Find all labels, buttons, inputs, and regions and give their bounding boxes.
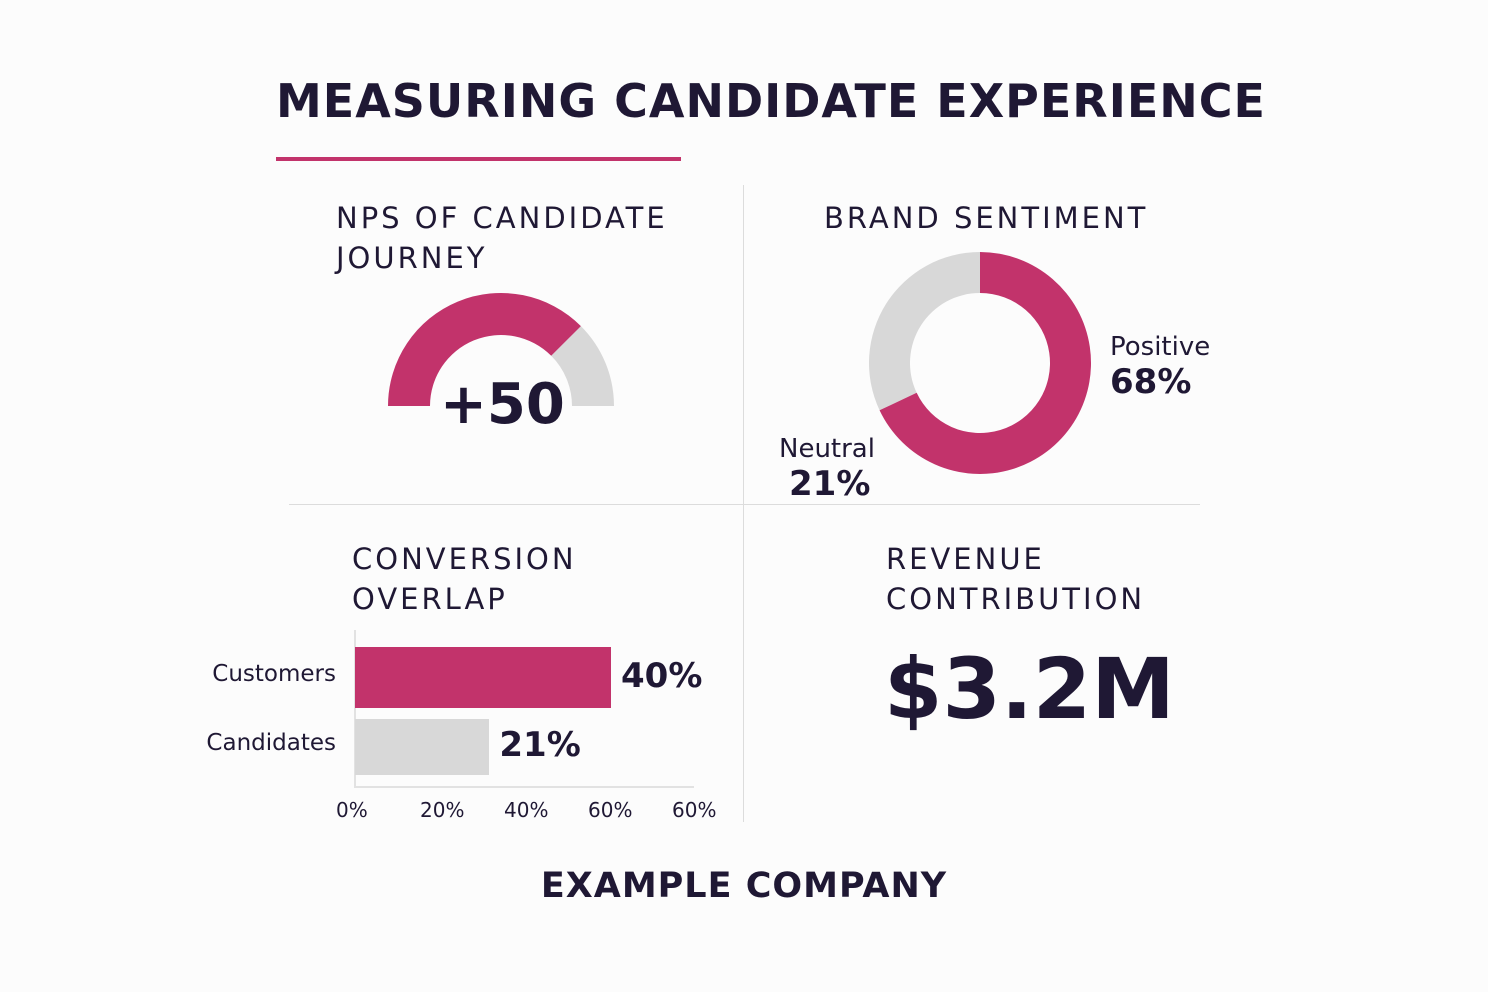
nps-title-line1: NPS OF CANDIDATE — [336, 201, 668, 235]
positive-label: Positive — [1110, 332, 1211, 362]
sentiment-donut — [869, 252, 1091, 474]
revenue-title-line2: CONTRIBUTION — [886, 582, 1146, 616]
nps-value: +50 — [440, 372, 565, 437]
revenue-value: $3.2M — [884, 640, 1175, 738]
donut-slice-positive — [879, 252, 1091, 474]
y-axis — [354, 630, 356, 788]
bar-value-label: 21% — [499, 725, 581, 765]
conversion-title-line1: CONVERSION — [352, 542, 577, 576]
page-title: MEASURING CANDIDATE EXPERIENCE — [276, 74, 1266, 128]
horizontal-divider — [289, 504, 1200, 505]
nps-title-line2: JOURNEY — [336, 241, 488, 275]
bar-customers — [355, 647, 611, 708]
x-tick-label: 20% — [420, 798, 465, 822]
revenue-title-line1: REVENUE — [886, 542, 1045, 576]
neutral-label: Neutral — [779, 434, 875, 464]
gauge-fill — [388, 293, 581, 406]
footer-company: EXAMPLE COMPANY — [540, 866, 948, 906]
positive-legend: Positive 68% — [1110, 332, 1210, 402]
gauge-track — [551, 326, 614, 406]
vertical-divider — [743, 185, 744, 822]
conversion-title: CONVERSION OVERLAP — [352, 539, 577, 619]
positive-value: 68% — [1110, 362, 1192, 402]
x-axis — [354, 786, 694, 788]
neutral-value: 21% — [789, 464, 871, 504]
conversion-title-line2: OVERLAP — [352, 582, 508, 616]
x-tick-label: 40% — [504, 798, 549, 822]
neutral-legend: Neutral 21% — [779, 434, 875, 504]
nps-gauge — [388, 293, 614, 406]
nps-title: NPS OF CANDIDATE JOURNEY — [336, 198, 668, 278]
x-tick-label: 60% — [588, 798, 633, 822]
title-underline — [276, 157, 681, 161]
revenue-title: REVENUE CONTRIBUTION — [886, 539, 1145, 619]
bar-value-label: 40% — [621, 655, 703, 696]
brand-sentiment-title: BRAND SENTIMENT — [824, 201, 1149, 235]
x-tick-label: 0% — [336, 798, 368, 822]
bar-category-label: Customers — [212, 660, 336, 687]
bar-candidates — [355, 719, 490, 775]
bar-category-label: Candidates — [206, 730, 336, 756]
conversion-bar-chart: Customers 40% Candidates 21% 0% 20% 40% 60% 60% — [200, 620, 740, 830]
donut-slice-neutral — [869, 252, 980, 411]
x-tick-label: 60% — [672, 798, 717, 822]
